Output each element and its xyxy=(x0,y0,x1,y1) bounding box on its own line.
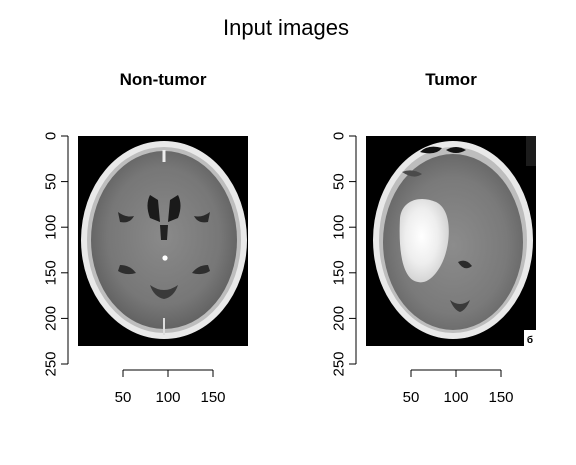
x-axis-tumor: 50 100 150 xyxy=(403,369,514,406)
figure-title: Input images xyxy=(223,15,349,40)
ct-image-tumor: б xyxy=(366,136,536,346)
y-tick-label-non-tumor-250: 250 xyxy=(43,351,60,376)
x-axis-non-tumor: 50 100 150 xyxy=(115,369,226,406)
y-tick-label-tumor-250: 250 xyxy=(331,351,348,376)
x-tick-label-tumor-150: 150 xyxy=(488,389,513,406)
y-tick-label-tumor-50: 50 xyxy=(331,173,348,190)
x-tick-label-non-tumor-150: 150 xyxy=(200,389,225,406)
x-tick-label-non-tumor-50: 50 xyxy=(115,389,132,406)
ct-image-non-tumor xyxy=(78,136,248,346)
y-tick-label-non-tumor-100: 100 xyxy=(43,215,60,240)
panel-title-non-tumor: Non-tumor xyxy=(120,70,207,89)
y-tick-label-tumor-100: 100 xyxy=(331,215,348,240)
x-tick-label-tumor-50: 50 xyxy=(403,389,420,406)
y-axis-tumor: 0 50 100 150 200 250 xyxy=(331,132,357,377)
x-tick-label-tumor-100: 100 xyxy=(443,389,468,406)
y-tick-label-tumor-150: 150 xyxy=(331,260,348,285)
y-tick-label-tumor-200: 200 xyxy=(331,306,348,331)
y-axis-non-tumor: 0 50 100 150 200 250 xyxy=(43,132,69,377)
y-tick-label-tumor-0: 0 xyxy=(331,132,348,140)
x-tick-label-non-tumor-100: 100 xyxy=(155,389,180,406)
y-tick-label-non-tumor-0: 0 xyxy=(43,132,60,140)
corner-marker: б xyxy=(527,334,533,346)
panel-title-tumor: Tumor xyxy=(425,70,477,89)
y-tick-label-non-tumor-150: 150 xyxy=(43,260,60,285)
y-tick-label-non-tumor-50: 50 xyxy=(43,173,60,190)
panel-tumor: Tumor б 0 50 100 150 200 250 50 100 150 xyxy=(331,70,536,406)
panel-non-tumor: Non-tumor 0 50 100 150 200 250 50 100 150 xyxy=(43,70,248,406)
y-tick-label-non-tumor-200: 200 xyxy=(43,306,60,331)
